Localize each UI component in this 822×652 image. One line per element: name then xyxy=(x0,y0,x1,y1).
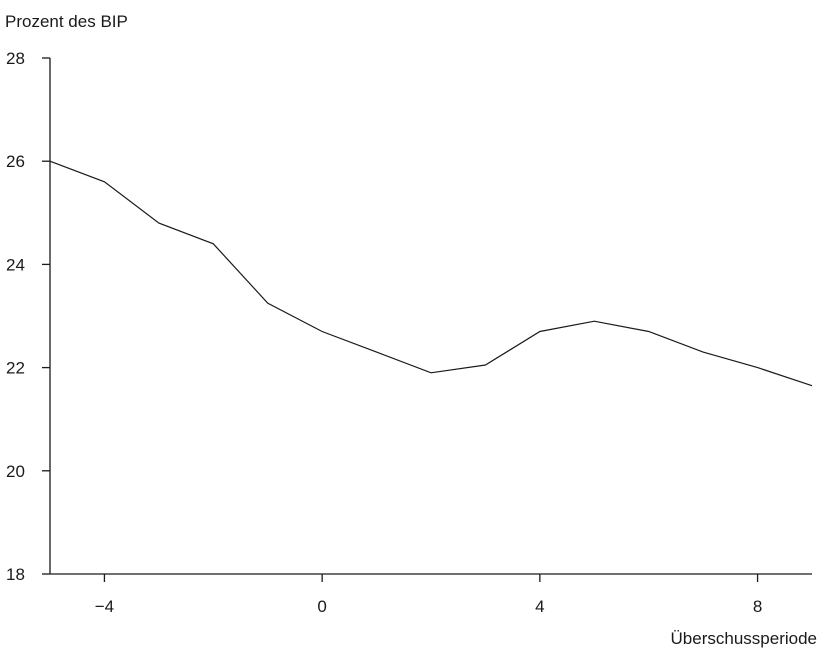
x-tick-label: −4 xyxy=(95,597,114,616)
x-axis: −4 0 4 8 xyxy=(95,574,762,616)
x-tick-label: 0 xyxy=(317,597,326,616)
y-tick-label: 18 xyxy=(6,565,25,584)
y-axis: 18 20 22 24 26 28 xyxy=(6,49,50,584)
series-line xyxy=(49,160,813,387)
y-tick-label: 26 xyxy=(6,152,25,171)
y-tick-label: 22 xyxy=(6,359,25,378)
x-tick-label: 4 xyxy=(535,597,544,616)
y-tick-label: 24 xyxy=(6,255,25,274)
y-tick-label: 20 xyxy=(6,462,25,481)
y-axis-label: Prozent des BIP xyxy=(5,12,128,31)
y-tick-label: 28 xyxy=(6,49,25,68)
series-group xyxy=(49,160,813,387)
x-axis-label: Überschussperiode xyxy=(671,629,817,648)
x-tick-label: 8 xyxy=(753,597,762,616)
